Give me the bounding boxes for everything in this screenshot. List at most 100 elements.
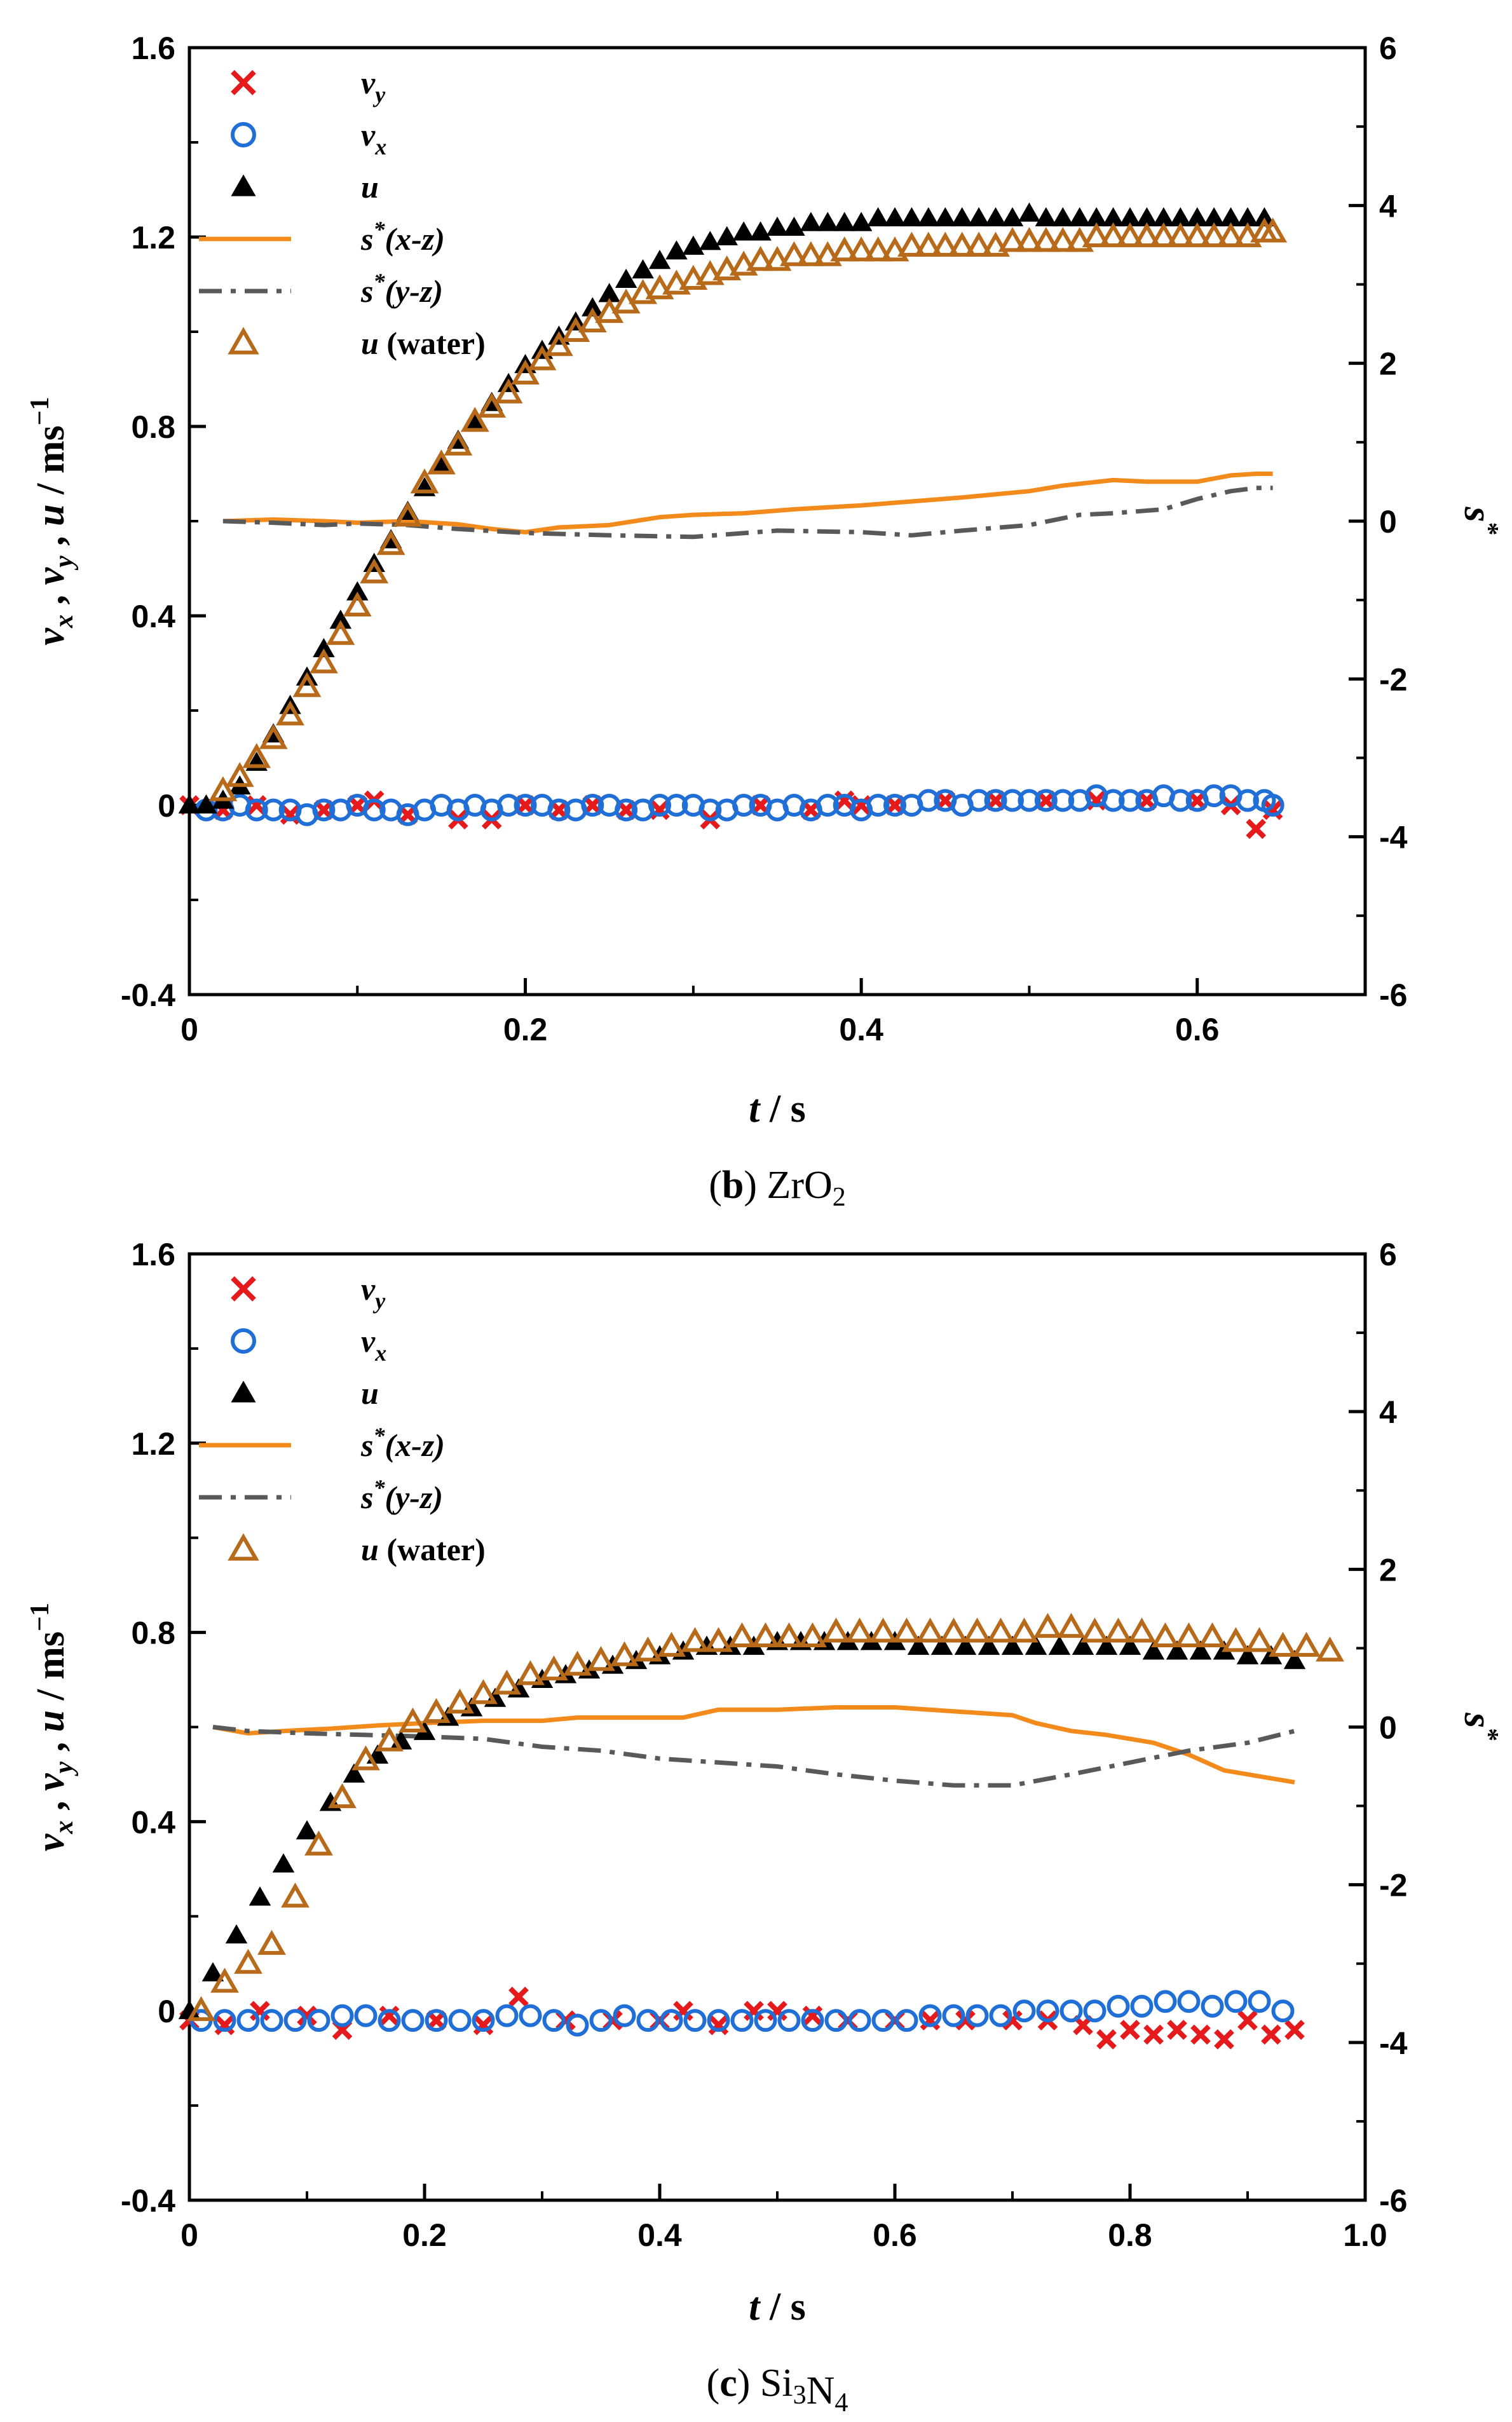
- point-uw: [930, 231, 960, 257]
- point-u: [1018, 202, 1040, 222]
- text-span: s: [360, 1427, 373, 1463]
- point-uw: [704, 1627, 733, 1652]
- point-uw: [326, 620, 355, 645]
- point-u: [201, 1962, 224, 1982]
- point-uw: [1099, 222, 1127, 247]
- point-u: [1119, 1635, 1141, 1655]
- point-u: [1001, 207, 1024, 227]
- y-tick-label: 1.6: [131, 31, 175, 66]
- legend-label-sxz: s*(x-z): [360, 217, 445, 257]
- point-u: [917, 207, 940, 227]
- series-line-syz: [212, 1725, 1295, 1788]
- text-span: v: [361, 1271, 376, 1307]
- point-vy-b: [767, 2001, 787, 2022]
- point-vy-b: [1261, 2024, 1281, 2045]
- point-uw: [292, 672, 322, 697]
- point-uw: [427, 449, 456, 475]
- point-uw: [360, 558, 389, 583]
- legend-label-vx: vx: [361, 1323, 386, 1366]
- series-uw: [187, 1612, 1344, 2022]
- point-vy-b: [379, 2005, 400, 2026]
- point-vy-b: [1096, 2029, 1117, 2050]
- point-u: [1095, 1635, 1118, 1655]
- point-vx: [660, 2009, 683, 2032]
- point-vx: [260, 2009, 283, 2032]
- text-span: v: [29, 567, 72, 585]
- y-tick-label: 0.8: [131, 1616, 175, 1651]
- x-tick-label: 0.6: [873, 2217, 917, 2253]
- text-span: s: [360, 1480, 373, 1515]
- point-u: [178, 794, 201, 813]
- point-u: [1052, 207, 1074, 227]
- point-u: [1048, 1635, 1071, 1655]
- legend-label-sxz: s*(x-z): [360, 1423, 445, 1463]
- point-u: [346, 581, 369, 601]
- series-u: [178, 202, 1276, 813]
- point-uw: [847, 236, 876, 262]
- series-vy: [179, 790, 1283, 840]
- text-span: s: [360, 273, 373, 309]
- point-vx: [816, 794, 840, 817]
- point-u: [1169, 207, 1192, 227]
- text-span: (water): [379, 1532, 486, 1567]
- point-u: [1236, 1645, 1259, 1664]
- point-u: [1189, 1640, 1212, 1660]
- x-axis-title: t / s: [749, 1087, 806, 1131]
- point-u: [598, 283, 620, 303]
- text-span: *: [373, 217, 385, 242]
- text-span: *: [373, 269, 385, 294]
- y2-tick-label: 6: [1379, 31, 1397, 66]
- text-span: x: [374, 1340, 386, 1366]
- point-uw: [511, 359, 540, 384]
- point-uw: [963, 1617, 991, 1643]
- point-vx: [425, 2009, 448, 2032]
- y-axis-title: vx , vy , u / ms−1: [25, 1603, 79, 1851]
- point-vx: [1271, 1999, 1295, 2023]
- point-u: [1136, 207, 1158, 227]
- x-tick-label: 0.4: [637, 2217, 682, 2253]
- point-vx: [1202, 784, 1226, 808]
- legend-swatch-u: [231, 1380, 256, 1403]
- point-uw: [540, 1655, 568, 1681]
- point-u: [313, 637, 335, 658]
- y2-tick-label: 0: [1379, 1710, 1397, 1746]
- legend-swatch-vx: [231, 1328, 256, 1354]
- point-vx: [883, 794, 906, 817]
- y2-tick-label: -2: [1379, 1868, 1407, 1903]
- text-span: (: [707, 2362, 720, 2405]
- point-u: [1253, 207, 1276, 227]
- point-uw: [1216, 222, 1245, 247]
- y-tick-label: -0.4: [121, 977, 175, 1013]
- legend-label-u: u: [361, 169, 379, 205]
- point-uw: [681, 1627, 709, 1652]
- point-u: [1186, 207, 1208, 227]
- legend-label-vy: vy: [361, 65, 386, 107]
- point-vx: [615, 798, 638, 822]
- point-vx: [1107, 1994, 1130, 2018]
- point-vy-b: [920, 2010, 941, 2031]
- point-u: [934, 207, 957, 227]
- point-uw: [897, 231, 926, 257]
- point-uw: [892, 1617, 921, 1643]
- point-vx: [1248, 1990, 1271, 2013]
- point-uw: [444, 430, 473, 456]
- point-u: [1072, 1635, 1094, 1655]
- point-vy-b: [246, 795, 267, 815]
- point-uw: [964, 231, 993, 257]
- point-vx: [613, 2004, 636, 2027]
- point-uw: [1233, 222, 1262, 247]
- text-span: (water): [379, 325, 486, 361]
- point-u: [817, 212, 839, 231]
- point-u: [1035, 207, 1058, 227]
- point-vx: [495, 2004, 519, 2027]
- point-uw: [587, 1645, 615, 1671]
- point-vx: [707, 2009, 730, 2032]
- point-u: [1166, 1640, 1188, 1660]
- point-vy-b: [1120, 2020, 1140, 2040]
- text-span: 4: [834, 2388, 848, 2418]
- point-vy-b: [297, 2005, 317, 2026]
- point-uw: [948, 231, 977, 257]
- point-u: [329, 609, 352, 629]
- point-vy-b: [1262, 799, 1283, 820]
